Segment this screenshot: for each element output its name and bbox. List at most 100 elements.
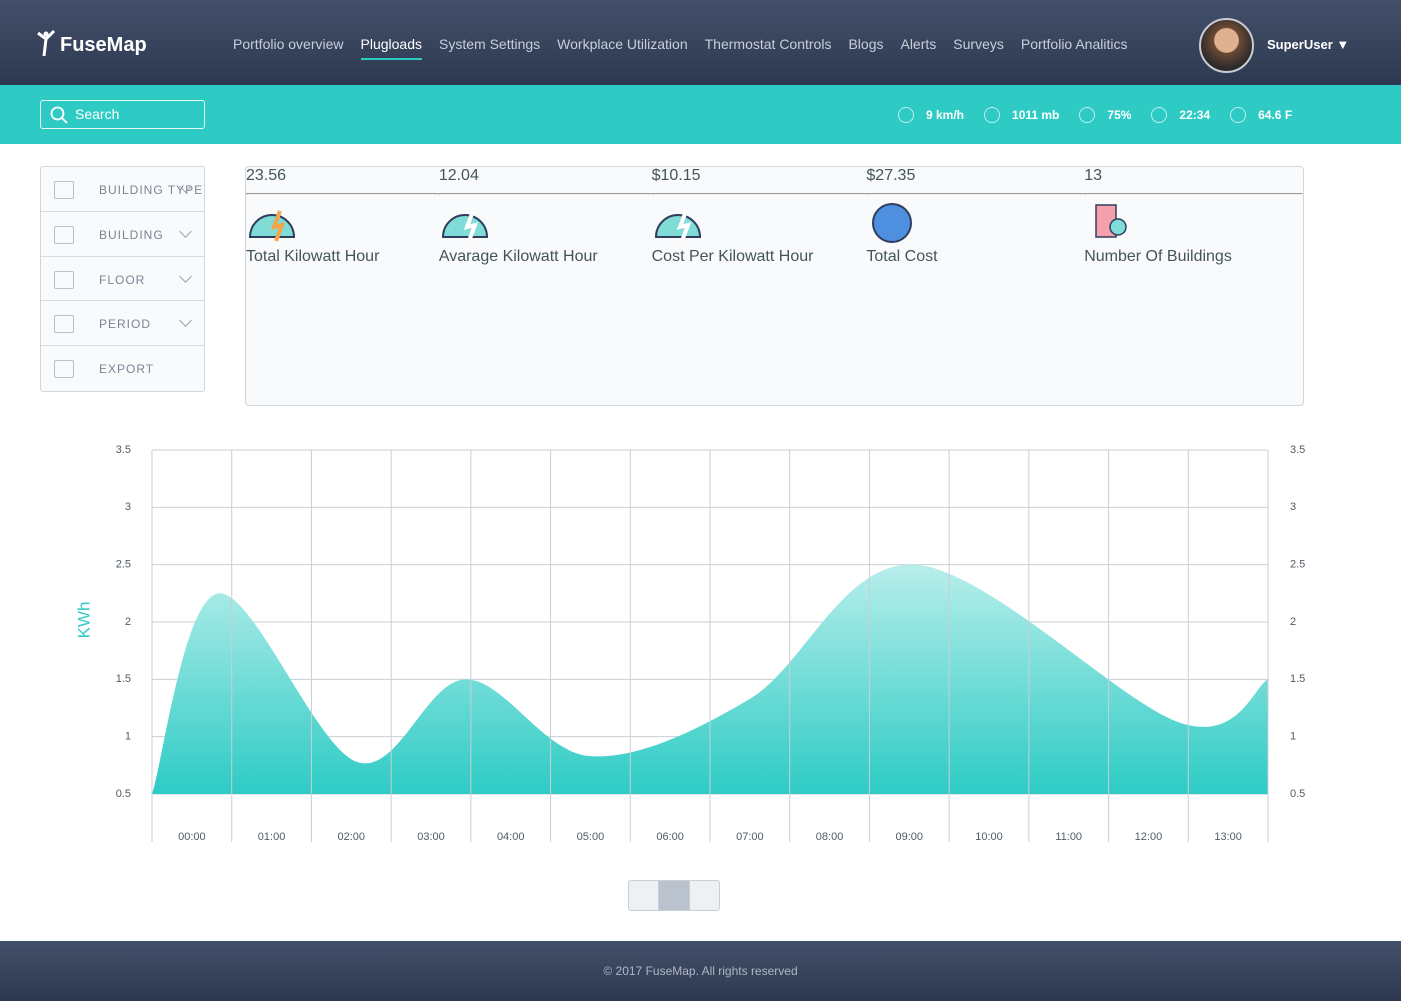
y2-tick-label: 2	[1290, 616, 1296, 628]
x-tick-label: 00:00	[178, 831, 206, 843]
stat-card: 12.04 Avarage Kilowatt Hour	[438, 167, 652, 405]
weather-value: 9 km/h	[926, 108, 965, 122]
filter[interactable]: PERIOD	[41, 301, 204, 347]
weather-icon	[1079, 107, 1096, 123]
y2-tick-label: 1	[1290, 731, 1296, 743]
y2-tick-label: 1.5	[1290, 673, 1305, 685]
stat-card: $27.35 Total Cost	[866, 167, 1085, 405]
y-tick-label: 2	[125, 616, 131, 628]
weather-icon	[898, 107, 914, 123]
y2-tick-label: 2.5	[1290, 559, 1305, 571]
stat-value: $27.35	[866, 167, 916, 184]
weather: 9 km/h 1011 mb 75% 22:34 64.6 F	[898, 107, 1292, 123]
stat-label: Total Kilowatt Hour	[246, 248, 380, 265]
search-box[interactable]: Search	[40, 100, 205, 129]
y-tick-label: 3.5	[116, 444, 131, 456]
weather-item: 22:34	[1151, 107, 1210, 123]
stat-label: Number Of Buildings	[1084, 248, 1232, 265]
user-menu[interactable]: SuperUser	[1267, 37, 1349, 52]
stat-label: Cost Per Kilowatt Hour	[651, 248, 814, 265]
weather-value: 75%	[1107, 108, 1132, 122]
zoom-controls	[628, 880, 720, 911]
x-tick-label: 04:00	[497, 831, 525, 843]
zoom-in[interactable]	[629, 881, 660, 910]
search-placeholder: Search	[75, 106, 120, 122]
chart: KWh 0.5 0.5 1 1 1.5 1.5 2 2 2.5 2.5 3 3 3.5 3.5 00:00 0…	[74, 444, 1305, 843]
nav-item[interactable]: Blogs	[848, 36, 884, 52]
nav-item[interactable]: Workplace Utilization	[557, 36, 688, 52]
nav-item[interactable]: Thermostat Controls	[704, 36, 832, 52]
stat-value: $10.15	[651, 167, 701, 184]
nav-item[interactable]: Portfolio overview	[233, 36, 344, 52]
nav-item[interactable]: Surveys	[953, 36, 1004, 52]
filters: BUILDING TYPE BUILDING FLOOR PERIOD EXPORT	[40, 166, 205, 392]
x-tick-label: 03:00	[417, 831, 445, 843]
weather-item: 75%	[1079, 107, 1131, 123]
nav-item[interactable]: Alerts	[900, 36, 937, 52]
avatar[interactable]	[1199, 18, 1254, 73]
footer: © 2017 FuseMap. All rights reserved	[0, 941, 1401, 1001]
filter[interactable]: BUILDING	[41, 212, 204, 257]
header: FuseMap Portfolio overview Plugloads Syste…	[0, 0, 1401, 85]
y2-tick-label: 0.5	[1290, 788, 1305, 800]
x-tick-label: 08:00	[816, 831, 844, 843]
x-tick-label: 02:00	[338, 831, 366, 843]
y-tick-label: 0.5	[116, 788, 131, 800]
search-icon	[50, 106, 68, 124]
stat-value: 23.56	[246, 167, 287, 184]
stat-icon	[872, 203, 913, 243]
logo-text: FuseMap	[60, 34, 147, 56]
stats: 23.56 Total Kilowatt Hour 12.04 Avarage Kil…	[245, 166, 1304, 406]
footer-text: © 2017 FuseMap. All rights reserved	[603, 964, 798, 978]
nav-item[interactable]: System Settings	[439, 36, 541, 52]
divider	[651, 193, 867, 195]
zoom-out[interactable]	[659, 881, 690, 910]
stat-label: Total Cost	[866, 248, 938, 265]
stat-icon	[654, 210, 701, 242]
y-axis-label: KWh	[74, 602, 93, 639]
stat-value: 12.04	[438, 167, 479, 184]
weather-icon	[1230, 107, 1247, 123]
y2-tick-label: 3.5	[1290, 444, 1305, 456]
x-tick-label: 10:00	[975, 831, 1003, 843]
filter[interactable]: FLOOR	[41, 257, 204, 302]
x-tick-label: 12:00	[1135, 831, 1163, 843]
divider	[866, 193, 1085, 195]
x-tick-label: 11:00	[1055, 831, 1082, 843]
x-tick-label: 01:00	[258, 831, 286, 843]
x-tick-label: 05:00	[577, 831, 605, 843]
weather-icon	[1151, 107, 1168, 123]
stat-icon	[248, 210, 296, 242]
y-tick-label: 1	[125, 731, 131, 743]
logo: FuseMap	[36, 20, 147, 57]
stat-card: 13 Number Of Buildings	[1084, 167, 1303, 405]
logo-icon	[37, 29, 56, 57]
toolbar: Search 9 km/h 1011 mb 75% 22:34 64.6 F	[0, 85, 1401, 144]
stat-value: 13	[1084, 167, 1102, 184]
divider	[246, 193, 439, 195]
fit[interactable]	[690, 881, 719, 910]
x-tick-label: 06:00	[656, 831, 684, 843]
weather-value: 64.6 F	[1258, 108, 1293, 122]
nav: Portfolio overview Plugloads System Settin…	[233, 36, 1127, 60]
y-tick-label: 1.5	[116, 673, 131, 685]
weather-value: 22:34	[1179, 108, 1211, 122]
divider	[1084, 193, 1303, 195]
stat-icon	[1095, 204, 1127, 238]
area	[152, 564, 1268, 794]
weather-item: 1011 mb	[984, 107, 1059, 123]
weather-item: 64.6 F	[1230, 107, 1292, 123]
nav-item[interactable]: Plugloads	[360, 36, 422, 60]
x-tick-label: 13:00	[1214, 831, 1242, 843]
filter[interactable]: EXPORT	[41, 346, 204, 391]
stat-label: Avarage Kilowatt Hour	[438, 248, 598, 265]
stat-card: 23.56 Total Kilowatt Hour	[246, 167, 439, 405]
x-tick-label: 07:00	[736, 831, 764, 843]
filter[interactable]: BUILDING TYPE	[41, 167, 204, 212]
weather-item: 9 km/h	[898, 107, 964, 123]
nav-item[interactable]: Portfolio Analitics	[1020, 36, 1128, 52]
y-tick-label: 3	[125, 501, 131, 513]
divider	[438, 193, 652, 195]
